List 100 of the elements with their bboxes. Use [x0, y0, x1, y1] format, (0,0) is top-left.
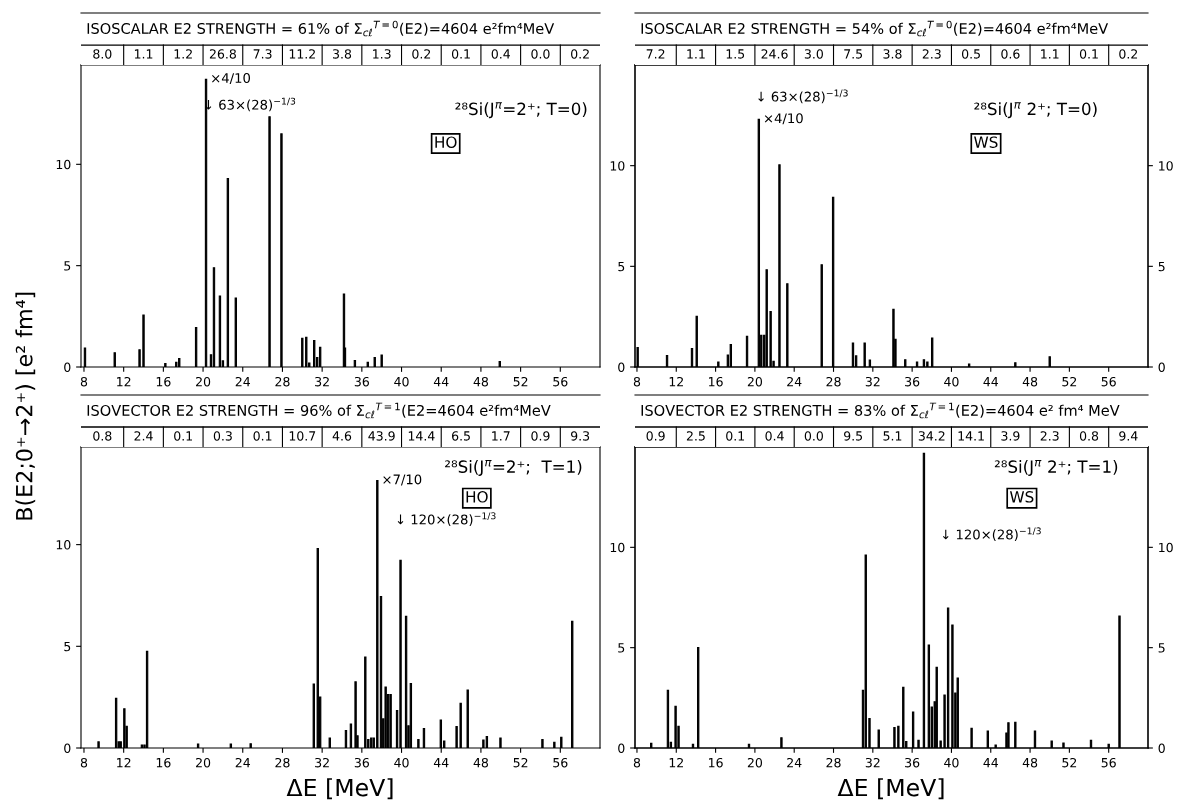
text: 2.5: [686, 431, 705, 441]
text: 11.2: [289, 49, 315, 59]
x-tick-label: 48: [1022, 757, 1038, 768]
annotation: ×7/10: [383, 474, 422, 486]
y-tick-label: 10: [56, 540, 71, 550]
x-tick-label: 16: [156, 376, 171, 387]
x-tick-label: 24: [235, 376, 251, 387]
text: 7.3: [253, 49, 272, 59]
text: 14.4: [408, 431, 435, 441]
annotation: HO: [466, 491, 488, 503]
x-tick-label: 12: [117, 376, 131, 387]
y-tick-label: 0: [64, 743, 71, 753]
x-tick-label: 56: [1101, 376, 1116, 387]
text: 0.3: [213, 431, 232, 441]
text: 9.4: [1119, 431, 1138, 441]
text: 0.4: [491, 49, 510, 59]
x-tick-label: 48: [1022, 376, 1038, 387]
chart-title: ISOVECTOR E2 STRENGTH = 96% of Σ$_{cℓ}$$^{T=1}$(E2=4604 e²fm⁴MeV: [87, 402, 551, 419]
text: 5.1: [883, 431, 902, 441]
text: 9.5: [844, 431, 863, 441]
x-axis-title: ΔE [MeV]: [837, 778, 944, 800]
text: 0.1: [1079, 49, 1098, 59]
x-tick-label: 8: [633, 757, 641, 768]
text: 1.5: [726, 49, 745, 59]
annotation: ↓ 63×(28)$^{−1/3}$: [205, 97, 296, 112]
text: 3.9: [1001, 431, 1020, 441]
chart-title: ISOSCALAR E2 STRENGTH = 54% of Σ$_{cℓ}$$^{T=0}$(E2)=4604 e²fm⁴MeV: [641, 20, 1109, 37]
x-axis-title: ΔE [MeV]: [286, 778, 393, 800]
y2-tick-label: 0: [1158, 743, 1165, 753]
text: 9.3: [571, 431, 590, 441]
text: 1.2: [174, 49, 192, 59]
text: 1.1: [1041, 49, 1059, 59]
x-tick-label: 20: [196, 376, 211, 387]
x-tick-label: 48: [473, 376, 489, 387]
annotation: ↓ 63×(28)$^{−1/3}$: [758, 89, 848, 104]
text: 0.9: [531, 431, 550, 441]
x-tick-label: 12: [669, 376, 683, 387]
text: 0.2: [412, 49, 431, 59]
annotation: ↓ 120×(28)$^{−1/3}$: [397, 512, 496, 526]
x-tick-label: 24: [235, 757, 251, 768]
y-tick-label: 0: [618, 362, 625, 372]
x-tick-label: 52: [1062, 376, 1077, 387]
x-tick-label: 40: [944, 376, 959, 387]
x-tick-label: 28: [275, 757, 290, 768]
x-tick-label: 44: [983, 377, 999, 387]
x-tick-label: 44: [983, 758, 999, 768]
x-tick-label: 36: [905, 376, 920, 387]
x-tick-label: 20: [747, 376, 763, 387]
text: 0.1: [174, 431, 192, 441]
x-tick-label: 16: [709, 757, 723, 768]
text: 0.1: [451, 49, 470, 59]
x-tick-label: 44: [433, 377, 449, 387]
y-axis-title: B(E2;0⁺→2⁺) [e² fm⁴]: [15, 292, 36, 520]
text: 1.1: [687, 49, 705, 59]
text: 0.9: [646, 431, 665, 441]
text: 6.5: [452, 431, 470, 441]
x-tick-label: 56: [553, 757, 568, 768]
text: 0.0: [804, 431, 823, 441]
text: 34.2: [918, 431, 945, 441]
chart-title: ISOSCALAR E2 STRENGTH = 61% of Σ$_{cℓ}$$^{T=0}$(E2)=4604 e²fm⁴MeV: [87, 20, 555, 37]
y-tick-label: 5: [64, 641, 71, 652]
text: 3.8: [883, 49, 902, 59]
x-tick-label: 36: [354, 376, 369, 387]
annotation: HO: [435, 136, 457, 148]
text: 26.8: [209, 49, 236, 59]
text: 8.0: [93, 49, 112, 59]
text: 0.1: [726, 431, 745, 441]
annotation: ²⁸Si(J$^{π}$=2⁺; T=1): [445, 459, 582, 476]
x-tick-label: 16: [709, 376, 723, 387]
text: 1.7: [492, 431, 510, 441]
annotation: ×4/10: [764, 113, 803, 125]
annotation: ²⁸Si(J$^{π}$=2⁺; T=0): [455, 102, 587, 119]
y2-tick-label: 5: [1158, 261, 1165, 272]
x-tick-label: 20: [747, 757, 763, 768]
y2-tick-label: 5: [1158, 643, 1165, 653]
x-tick-label: 16: [156, 757, 171, 768]
x-tick-label: 36: [354, 757, 369, 768]
x-tick-label: 48: [473, 757, 489, 768]
y-tick-label: 10: [56, 159, 71, 170]
x-tick-label: 52: [1062, 757, 1077, 768]
y2-tick-label: 0: [1158, 362, 1165, 372]
x-tick-label: 56: [1101, 757, 1116, 768]
text: 1.3: [373, 49, 391, 59]
x-tick-label: 52: [513, 376, 528, 387]
annotation: ²⁸Si(J$^{π}$ 2⁺; T=1): [994, 459, 1118, 476]
x-tick-label: 40: [944, 757, 959, 768]
text: 14.1: [958, 431, 984, 441]
text: 3.8: [333, 49, 352, 59]
x-tick-label: 8: [80, 757, 88, 768]
x-tick-label: 20: [196, 757, 211, 768]
annotation: ²⁸Si(J$^{π}$ 2⁺; T=0): [974, 102, 1097, 119]
text: 1.1: [134, 49, 153, 59]
x-tick-label: 28: [826, 757, 841, 768]
x-tick-label: 12: [669, 757, 683, 768]
text: 0.2: [1119, 49, 1138, 59]
text: 0.8: [1079, 431, 1099, 441]
text: 10.7: [289, 431, 316, 441]
x-tick-label: 40: [394, 376, 409, 387]
annotation: WS: [1010, 491, 1034, 503]
x-tick-label: 12: [117, 757, 131, 768]
